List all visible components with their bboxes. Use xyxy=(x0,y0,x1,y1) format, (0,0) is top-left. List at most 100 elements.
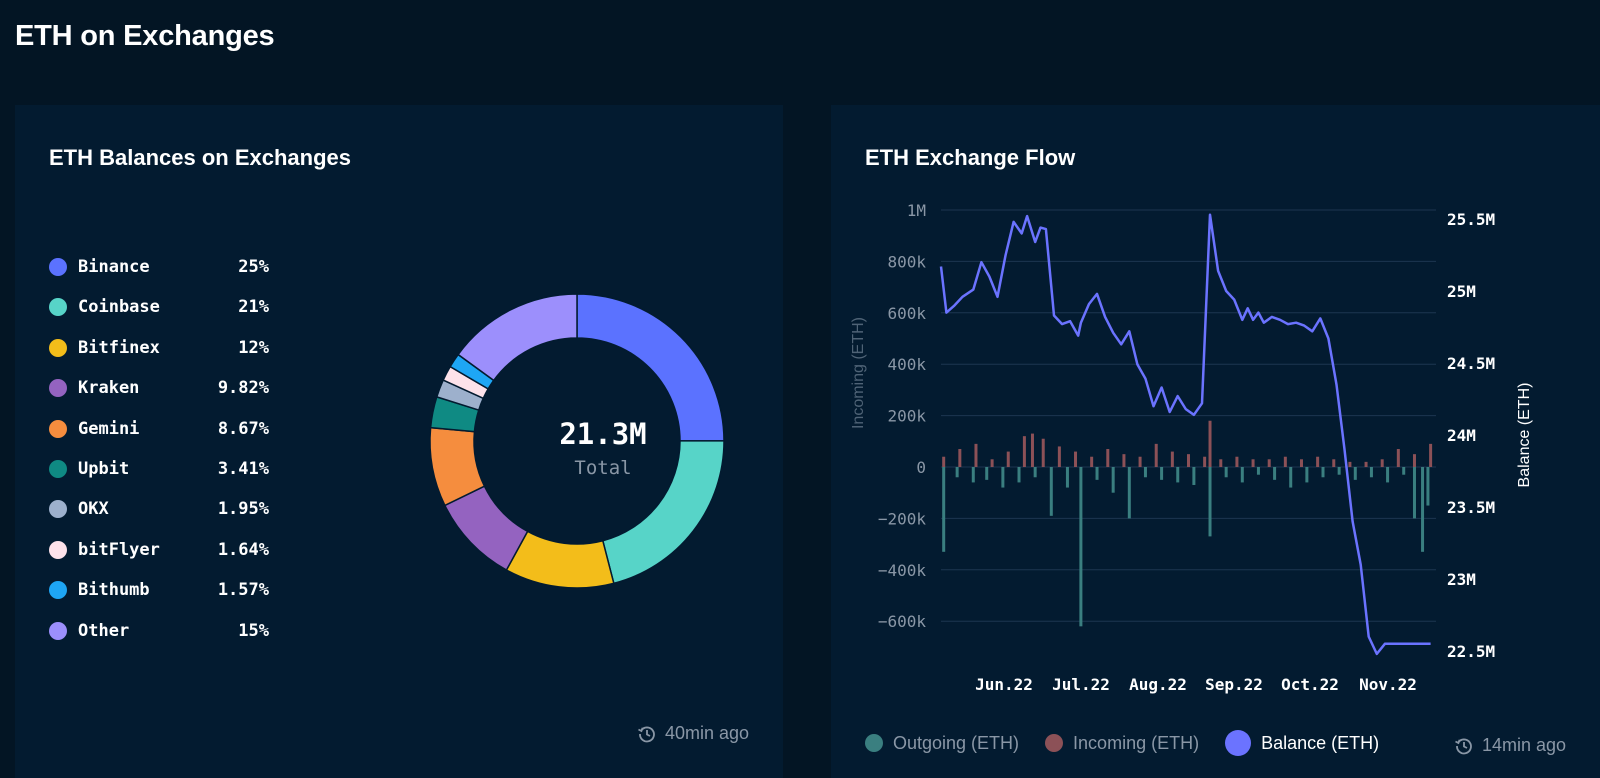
outgoing-bar xyxy=(1111,467,1115,493)
x-tick-label: Sep.22 xyxy=(1205,675,1263,694)
flow-legend-label: Incoming (ETH) xyxy=(1073,732,1200,753)
legend-item-kraken[interactable]: Kraken 9.82% xyxy=(49,378,269,418)
legend-value: 21% xyxy=(238,297,269,318)
outgoing-bar xyxy=(1224,467,1228,478)
x-tick-label: Jun.22 xyxy=(975,675,1033,694)
balances-donut-chart xyxy=(429,293,725,589)
y2-tick-label: 24M xyxy=(1447,426,1476,445)
refresh-clock-icon xyxy=(638,726,655,742)
outgoing-bar xyxy=(1273,467,1277,480)
balances-legend: Binance 25% Coinbase 21% Bitfinex 12% Kraken 9.… xyxy=(49,257,269,661)
outgoing-bar xyxy=(1143,467,1147,478)
legend-name: OKX xyxy=(78,499,109,520)
outgoing-bar xyxy=(1369,467,1373,478)
legend-item-other[interactable]: Other 15% xyxy=(49,621,269,661)
legend-item-bitflyer[interactable]: bitFlyer 1.64% xyxy=(49,540,269,580)
legend-value: 9.82% xyxy=(217,378,269,399)
y2-tick-label: 25.5M xyxy=(1447,210,1495,229)
x-tick-label: Oct.22 xyxy=(1281,675,1339,694)
y2-tick-label: 23.5M xyxy=(1447,498,1495,517)
flow-legend-item-incoming[interactable]: Incoming (ETH) xyxy=(1045,733,1199,754)
incoming-bar xyxy=(1251,459,1255,467)
refresh-clock-icon xyxy=(1455,738,1472,754)
legend-dot xyxy=(49,621,67,640)
incoming-bar xyxy=(1316,456,1320,467)
balances-card: ETH Balances on Exchanges Binance 25% Coin… xyxy=(15,105,783,778)
incoming-bar xyxy=(1380,459,1384,467)
incoming-bar xyxy=(1219,459,1223,467)
outgoing-bar xyxy=(1079,467,1083,627)
legend-name: Binance xyxy=(78,257,150,277)
y-tick-label: 1M xyxy=(907,201,926,220)
balance-line xyxy=(939,213,1431,656)
legend-item-gemini[interactable]: Gemini 8.67% xyxy=(49,419,269,459)
flow-legend-label: Balance (ETH) xyxy=(1261,732,1380,753)
incoming-bar xyxy=(1348,461,1352,467)
legend-dot xyxy=(49,258,67,276)
incoming-bar xyxy=(1074,451,1078,467)
y-tick-label: 0 xyxy=(916,458,926,477)
legend-item-binance[interactable]: Binance 25% xyxy=(49,257,269,297)
y-tick-label: −400k xyxy=(878,561,927,580)
y-tick-label: 200k xyxy=(887,407,926,426)
outgoing-bar xyxy=(1176,467,1180,483)
y2-axis-label: Balance (ETH) xyxy=(1516,383,1533,488)
legend-name: Other xyxy=(78,620,130,641)
outgoing-bar xyxy=(1208,467,1212,537)
flow-legend-item-balance[interactable]: Balance (ETH) xyxy=(1225,730,1379,756)
outgoing-bar xyxy=(1402,467,1406,475)
legend-dot xyxy=(49,500,67,519)
outgoing-bar xyxy=(1240,467,1244,483)
outgoing-bar xyxy=(1337,467,1341,475)
legend-value: 1.57% xyxy=(217,580,269,601)
legend-dot xyxy=(49,419,67,438)
x-tick-label: Nov.22 xyxy=(1359,675,1417,694)
outgoing-bar xyxy=(1001,467,1005,488)
legend-value: 1.64% xyxy=(217,539,269,560)
outgoing-bar xyxy=(1426,467,1430,506)
outgoing-bar xyxy=(1095,467,1099,480)
incoming-bar xyxy=(1208,420,1212,467)
legend-item-upbit[interactable]: Upbit 3.41% xyxy=(49,459,269,499)
legend-value: 25% xyxy=(238,257,269,277)
balances-updated-time: 40min ago xyxy=(637,723,749,744)
incoming-bar xyxy=(1030,433,1034,467)
flow-updated-time: 14min ago xyxy=(1454,735,1566,756)
legend-value: 3.41% xyxy=(217,458,269,479)
incoming-bar xyxy=(1364,461,1368,467)
legend-name: Upbit xyxy=(78,458,130,479)
y-tick-label: −200k xyxy=(878,509,927,528)
legend-dot xyxy=(1225,730,1252,756)
legend-item-bithumb[interactable]: Bithumb 1.57% xyxy=(49,580,269,620)
incoming-bar xyxy=(942,456,946,467)
outgoing-bar xyxy=(1065,467,1069,488)
legend-item-bitfinex[interactable]: Bitfinex 12% xyxy=(49,338,269,378)
incoming-bar xyxy=(1332,459,1336,467)
legend-name: bitFlyer xyxy=(78,539,160,560)
flow-chart: 1M 800k 600k 400k 200k 0 −200k −400k −600k 25.5M 2… xyxy=(850,201,1533,694)
outgoing-bar xyxy=(942,467,946,552)
legend-dot xyxy=(49,540,67,559)
legend-item-coinbase[interactable]: Coinbase 21% xyxy=(49,297,269,337)
donut-total-label: Total xyxy=(574,457,632,479)
incoming-bar xyxy=(1170,451,1174,467)
outgoing-bar xyxy=(1033,467,1037,478)
donut-slice-other[interactable] xyxy=(457,293,578,382)
y2-tick-label: 24.5M xyxy=(1447,354,1495,373)
incoming-bar xyxy=(1267,459,1271,467)
legend-value: 1.95% xyxy=(217,499,269,520)
legend-dot xyxy=(49,298,67,317)
legend-value: 12% xyxy=(238,337,269,358)
flow-updated-label: 14min ago xyxy=(1481,735,1566,755)
incoming-bar xyxy=(1106,449,1110,467)
legend-item-okx[interactable]: OKX 1.95% xyxy=(49,499,269,539)
flow-legend-item-outgoing[interactable]: Outgoing (ETH) xyxy=(865,733,1019,754)
incoming-bar xyxy=(1122,454,1126,467)
y-tick-label: 800k xyxy=(887,252,926,271)
legend-name: Bithumb xyxy=(78,580,150,601)
incoming-bar xyxy=(1429,443,1433,467)
flow-card-title: ETH Exchange Flow xyxy=(865,145,1076,170)
legend-name: Kraken xyxy=(78,378,140,399)
y2-tick-label: 22.5M xyxy=(1447,642,1495,661)
y-tick-label: 400k xyxy=(887,355,926,374)
